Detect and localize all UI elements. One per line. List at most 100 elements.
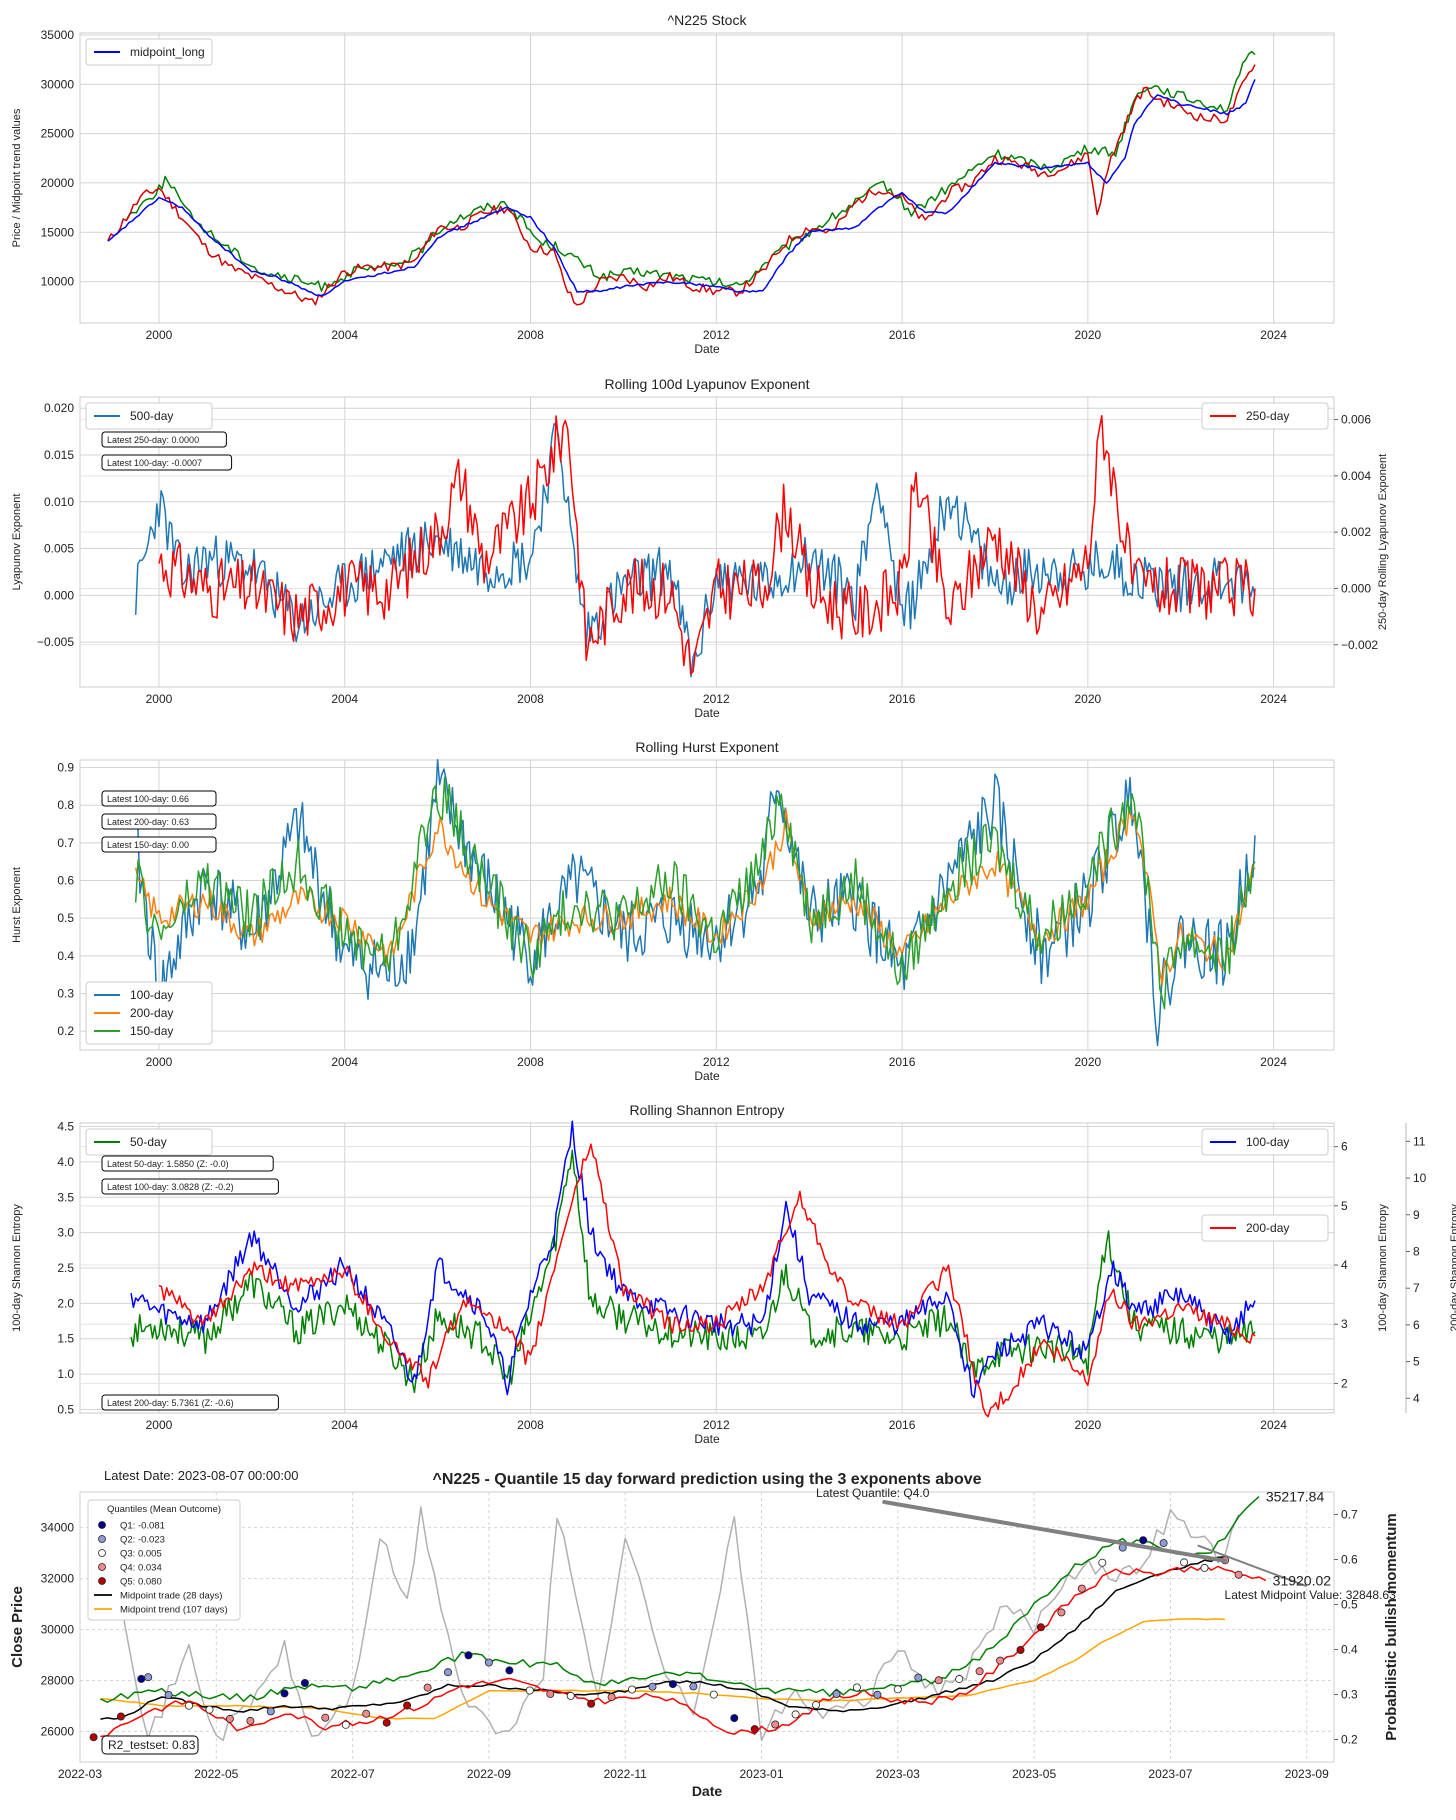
x-tick-label: 2000 xyxy=(146,1418,173,1432)
x-tick-label: 2023-03 xyxy=(876,1767,920,1781)
x-tick-label: 2023-09 xyxy=(1285,1767,1329,1781)
quantile-point xyxy=(321,1713,330,1722)
quantile-point xyxy=(771,1720,780,1729)
right-tick-label: 6 xyxy=(1413,1318,1420,1332)
right-tick-label: 10 xyxy=(1413,1171,1427,1185)
y-tick-label: 3.0 xyxy=(57,1226,74,1240)
right-tick-label: 0.5 xyxy=(1341,1598,1358,1612)
x-tick-label: 2016 xyxy=(889,692,916,706)
x-axis-label: Date xyxy=(694,1432,720,1446)
quantile-point xyxy=(914,1673,923,1682)
legend-label: 200-day xyxy=(130,1006,173,1020)
quantile-point xyxy=(893,1685,902,1694)
annotation-box xyxy=(101,1155,274,1172)
legend-label: midpoint_long xyxy=(130,45,205,59)
series-line-upper_band xyxy=(100,1496,1260,1703)
y-tick-label: 30000 xyxy=(41,77,75,91)
right-axis-label: Probabilistic bullish momentum xyxy=(1383,1513,1400,1741)
y-tick-label: 0.020 xyxy=(44,401,74,415)
right-tick-label: 2 xyxy=(1341,1376,1348,1390)
y-tick-label: 15000 xyxy=(41,225,75,239)
annotation-text: Latest 50-day: 1.5850 (Z: -0.0) xyxy=(107,1159,229,1169)
y-tick-label: 2.5 xyxy=(57,1261,74,1275)
x-tick-label: 2024 xyxy=(1260,692,1287,706)
latest-midpoint-arrow xyxy=(1197,1544,1308,1588)
latest-quantile-arrow xyxy=(882,1500,1227,1563)
right-axis-label: 250-day Rolling Lyapunov Exponent xyxy=(1377,454,1389,630)
annotation-box xyxy=(101,431,227,448)
x-axis-label: Date xyxy=(694,342,720,356)
quantile-point xyxy=(382,1718,391,1727)
quantile-point xyxy=(1036,1623,1045,1632)
y-tick-label: 26000 xyxy=(41,1724,75,1738)
y-tick-label: 20000 xyxy=(41,176,75,190)
legend-box xyxy=(85,981,213,1045)
legend-label: 500-day xyxy=(130,409,173,423)
quantile-point xyxy=(812,1700,821,1709)
x-tick-label: 2012 xyxy=(703,1418,730,1432)
legend-label: Q4: 0.034 xyxy=(120,1563,162,1574)
y-tick-label: 0.2 xyxy=(57,1024,74,1038)
annotation-box xyxy=(101,813,217,830)
quantile-point xyxy=(934,1676,943,1685)
x-tick-label: 2020 xyxy=(1074,692,1101,706)
y-tick-label: 4.0 xyxy=(57,1155,74,1169)
x-tick-label: 2016 xyxy=(889,328,916,342)
right-tick-label: 4 xyxy=(1341,1258,1348,1272)
x-tick-label: 2000 xyxy=(146,1055,173,1069)
y-tick-label: 28000 xyxy=(41,1673,75,1687)
legend-label: 200-day xyxy=(1246,1221,1289,1235)
x-tick-label: 2020 xyxy=(1074,1418,1101,1432)
chart-panel-3: 0.5 1.0 1.5 2.0 2.5 3.0 3.5 4.0 4.5 100-day Shann… xyxy=(11,1102,1456,1446)
x-axis-label: Date xyxy=(692,1783,723,1799)
quantile-point xyxy=(607,1693,616,1702)
x-tick-label: 2024 xyxy=(1260,1055,1287,1069)
quantile-point xyxy=(1077,1584,1086,1593)
x-tick-label: 2004 xyxy=(331,1055,358,1069)
right-tick-label: 0.002 xyxy=(1341,525,1371,539)
upper-end-value: 35217.84 xyxy=(1266,1489,1325,1505)
quantile-point xyxy=(443,1668,452,1677)
quantile-point xyxy=(975,1667,984,1676)
right-tick-label: 0.000 xyxy=(1341,581,1371,595)
chart-panel-2: 0.2 0.3 0.4 0.5 0.6 0.7 0.8 0.9 Hurst Exponent 20… xyxy=(11,739,1335,1083)
y-tick-label: 34000 xyxy=(41,1521,75,1535)
annotation-text: Latest 150-day: 0.00 xyxy=(107,840,189,850)
legend-label: Q2: -0.023 xyxy=(120,1535,165,1546)
quantile-point xyxy=(464,1651,473,1660)
y-tick-label: 0.8 xyxy=(57,798,74,812)
y-tick-label: 1.0 xyxy=(57,1367,74,1381)
plot-area xyxy=(79,1491,1335,1763)
annotation-text: Latest 100-day: 3.0828 (Z: -0.2) xyxy=(107,1182,234,1192)
x-tick-label: 2000 xyxy=(146,328,173,342)
right-tick-label: 0.6 xyxy=(1341,1553,1358,1567)
legend-box xyxy=(85,402,213,430)
legend-label: 100-day xyxy=(130,988,173,1002)
quantile-point xyxy=(137,1674,146,1683)
legend-label: 50-day xyxy=(130,1135,167,1149)
quantile-point xyxy=(1234,1570,1243,1579)
quantile-point xyxy=(89,1733,98,1742)
quantile-point xyxy=(546,1689,555,1698)
chart-title: Rolling Hurst Exponent xyxy=(635,739,778,755)
legend-swatch xyxy=(98,1521,106,1529)
quantile-point xyxy=(1098,1558,1107,1567)
annotation-text: Latest 100-day: -0.0007 xyxy=(107,458,202,468)
series-line-100-day xyxy=(135,758,1256,1047)
quantile-point xyxy=(996,1656,1005,1665)
x-tick-label: 2004 xyxy=(331,1418,358,1432)
legend-swatch xyxy=(98,1535,106,1543)
legend-label: Q1: -0.081 xyxy=(120,1521,165,1532)
y-tick-label: 30000 xyxy=(41,1623,75,1637)
right-tick-label: 7 xyxy=(1413,1281,1420,1295)
y-axis-label: 100-day Shannon Entropy xyxy=(11,1204,23,1332)
y-tick-label: 3.5 xyxy=(57,1190,74,1204)
quantile-point xyxy=(505,1666,514,1675)
quantile-point xyxy=(341,1720,350,1729)
plot-area xyxy=(79,396,1335,688)
quantile-point xyxy=(280,1689,289,1698)
legend-box xyxy=(85,1128,213,1156)
right-tick-label: −0.002 xyxy=(1341,638,1378,652)
legend-box xyxy=(85,38,213,66)
annotation-box xyxy=(101,1394,279,1411)
